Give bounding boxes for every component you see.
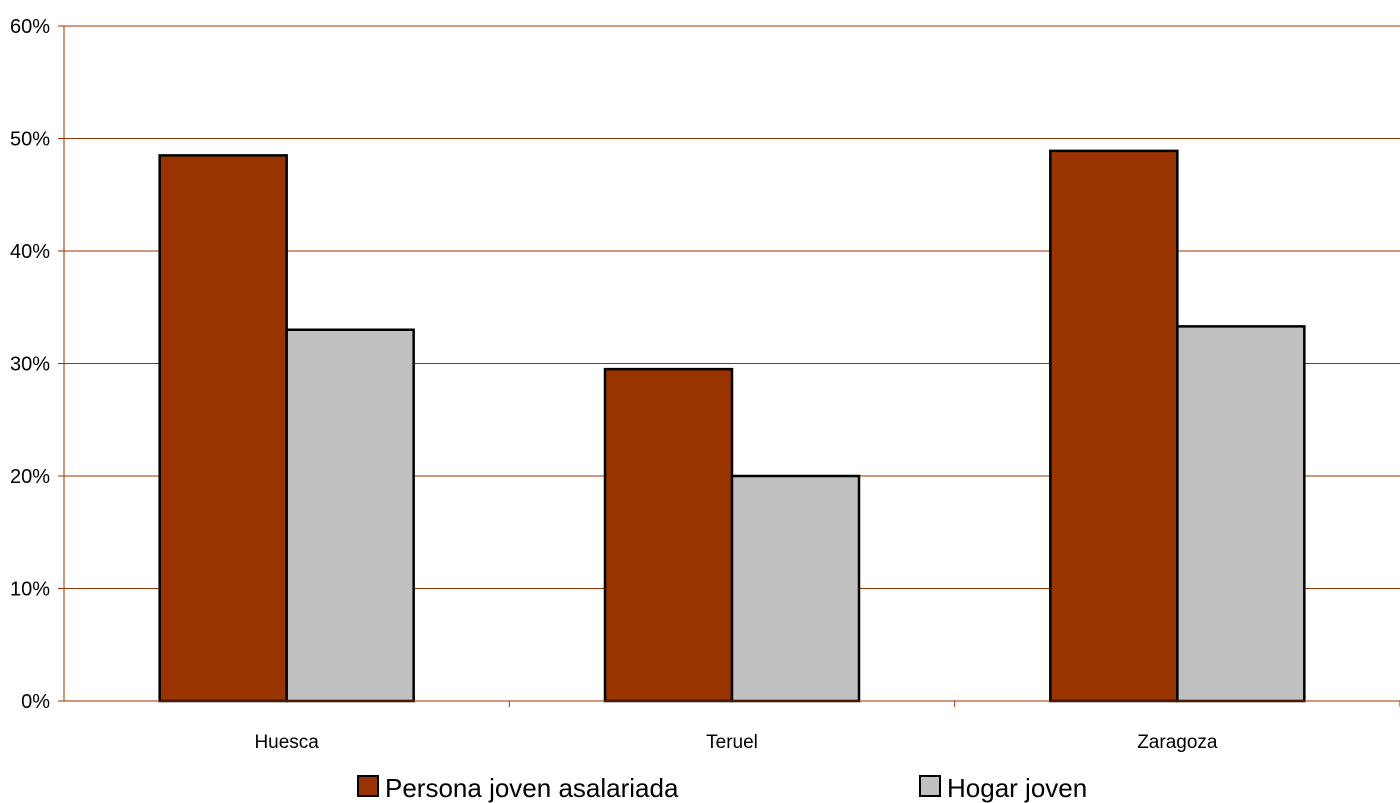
- legend-swatch-series-2: [919, 775, 941, 797]
- y-tick-label: 60%: [10, 16, 50, 38]
- legend-label-series-1: Persona joven asalariada: [385, 773, 679, 803]
- y-tick-label: 10%: [10, 579, 50, 601]
- y-tick-label: 30%: [10, 354, 50, 376]
- x-tick-label: Huesca: [254, 732, 319, 753]
- bar-teruel-series-1: [603, 367, 734, 703]
- bar-teruel-series-2: [730, 474, 861, 703]
- x-axis-tick-labels: Huesca Teruel Zaragoza: [254, 732, 1217, 753]
- x-tick-label: Zaragoza: [1137, 732, 1218, 753]
- bar-zaragoza-series-1: [1049, 149, 1179, 703]
- y-tick-label: 20%: [10, 466, 50, 488]
- x-tick-label: Teruel: [706, 732, 758, 753]
- bar-huesca-series-2: [285, 328, 415, 703]
- bar-huesca-series-1: [158, 154, 288, 703]
- bars: [158, 149, 1306, 703]
- axes: [58, 25, 1400, 707]
- y-tick-label: 40%: [10, 241, 50, 263]
- y-axis-tick-labels: 0% 10% 20% 30% 40% 50% 60%: [10, 16, 50, 713]
- y-tick-label: 50%: [10, 129, 50, 151]
- legend-swatch-series-1: [357, 775, 379, 797]
- bar-zaragoza-series-2: [1176, 325, 1306, 703]
- legend: Persona joven asalariada Hogar joven: [357, 773, 1087, 803]
- legend-label-series-2: Hogar joven: [947, 773, 1087, 803]
- y-tick-label: 0%: [21, 691, 50, 713]
